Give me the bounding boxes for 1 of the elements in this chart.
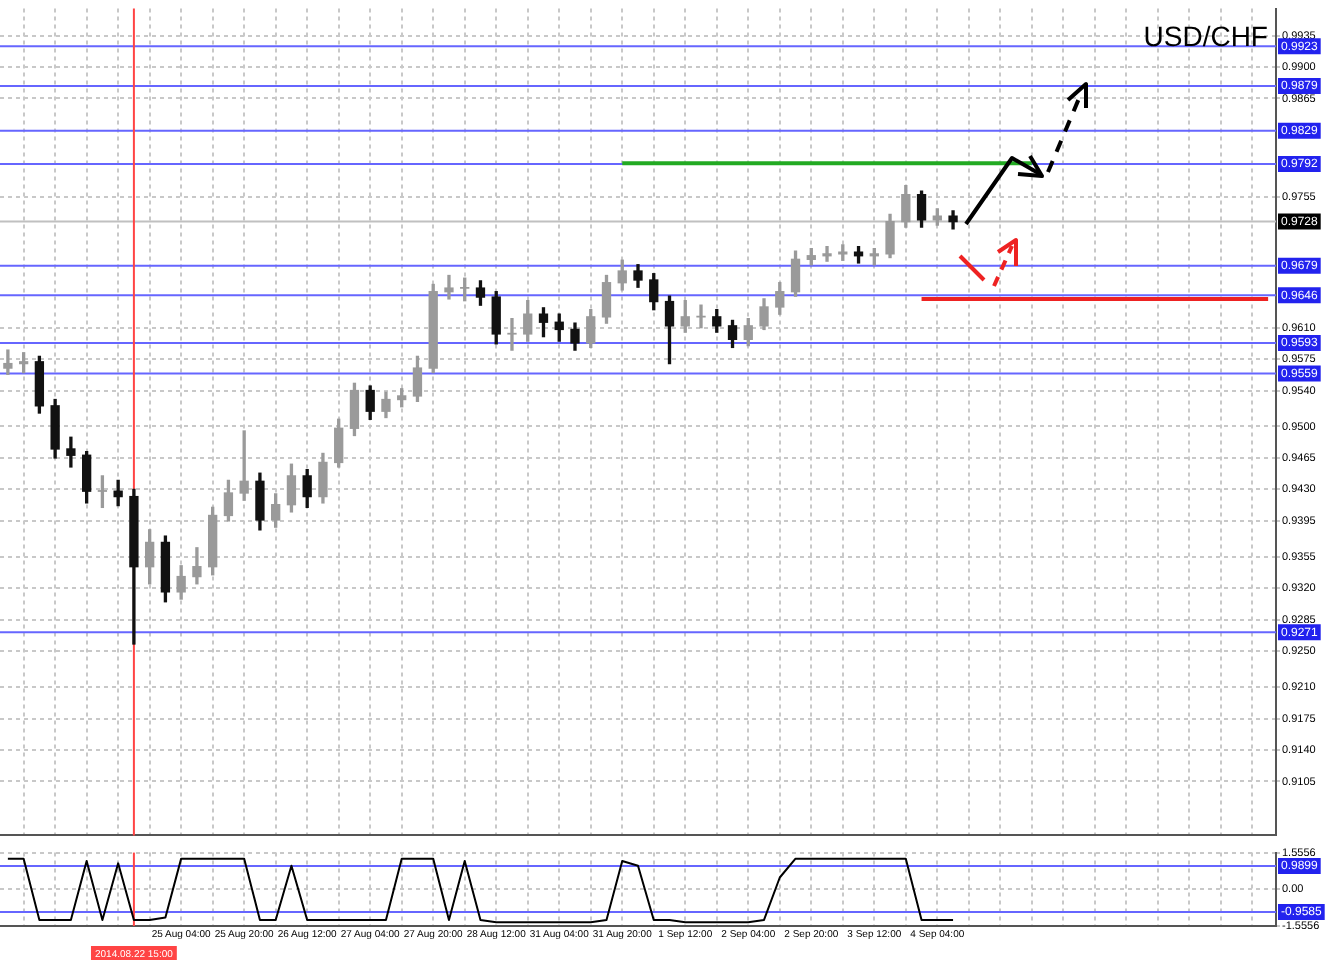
chart-title: USD/CHF — [1143, 20, 1268, 53]
